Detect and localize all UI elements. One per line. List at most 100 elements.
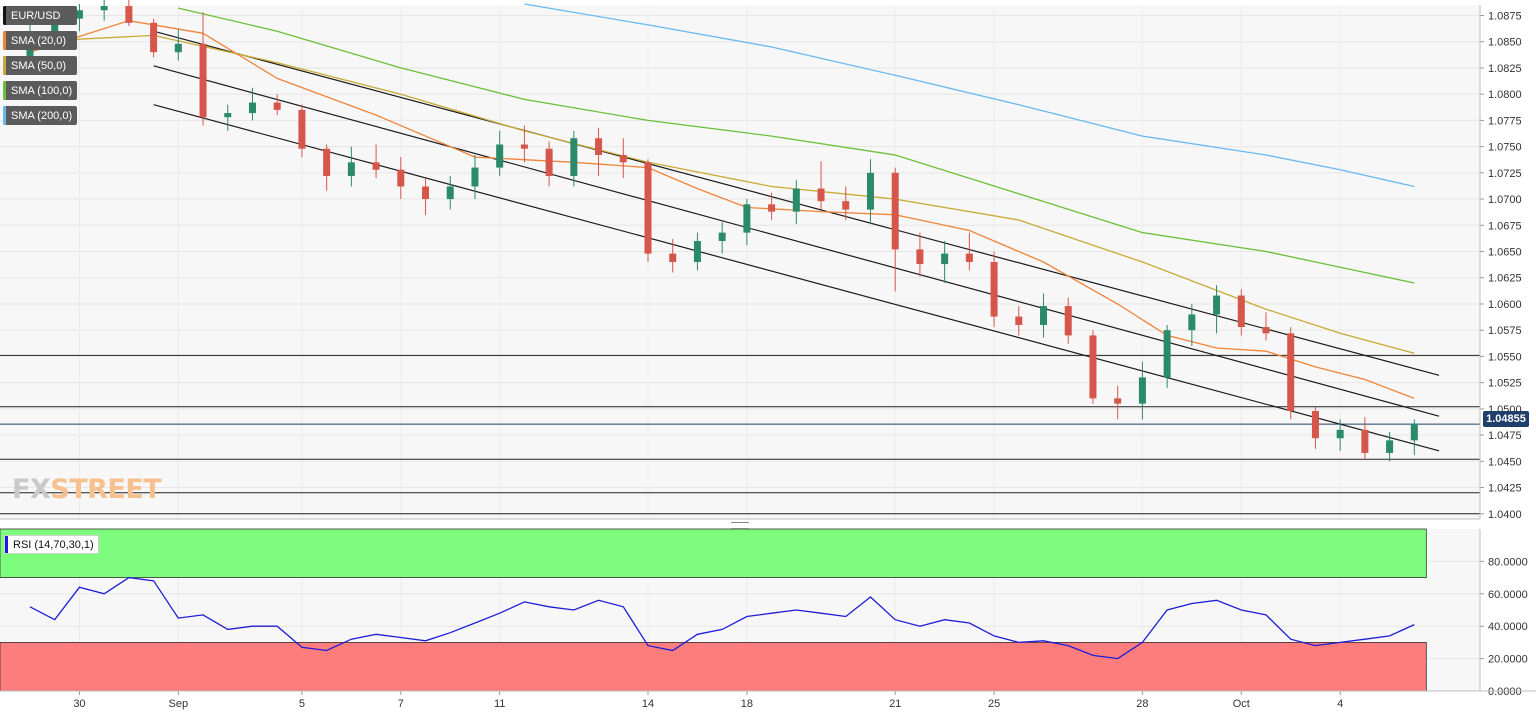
price-tick-label: 1.0525 [1488,378,1522,390]
candle-bearish [520,144,528,149]
price-tick-label: 1.0725 [1488,168,1522,180]
legend-swatch [3,31,6,50]
legend-swatch [3,56,6,75]
candle-bearish [422,186,430,200]
moving-averages [29,3,1415,400]
time-tick-label: 5 [299,698,305,710]
candle-bullish [792,188,800,212]
legend-label: EUR/USD [11,9,61,22]
price-tick-label: 1.0475 [1488,430,1522,442]
logo-street: STREET [50,474,162,505]
rsi-tick-label: 60.0000 [1488,589,1528,601]
last-price-tag: 1.04855 [1483,411,1529,427]
time-tick-label: Sep [169,698,189,710]
candle-bearish [1262,327,1270,334]
price-tick-label: 1.0875 [1488,10,1522,22]
candle-bearish [1064,306,1072,336]
candle-bearish [1311,410,1319,439]
time-tick-label: 4 [1337,698,1343,710]
time-tick-label: 30 [73,698,85,710]
candle-bearish [916,249,924,265]
candle-bullish [1386,440,1394,453]
candle-bullish [1410,423,1418,441]
candle-bearish [372,162,380,170]
legend-instrument[interactable]: EUR/USD [3,6,78,25]
candle-bearish [1237,295,1245,328]
price-tick-label: 1.0675 [1488,220,1522,232]
candle-bullish [174,43,182,53]
candle-bullish [743,204,751,233]
candle-bullish [718,232,726,242]
candle-bullish [1213,295,1221,315]
candle-bearish [1089,335,1097,399]
rsi-overbought-zone [0,528,1427,578]
candle-bearish [298,109,306,149]
rsi-legend-label: RSI (14,70,30,1) [13,538,94,551]
rsi-legend[interactable]: RSI (14,70,30,1) [4,535,99,554]
candle-bearish [595,138,603,156]
candle-bullish [1040,306,1048,325]
price-tick-label: 1.0825 [1488,63,1522,75]
candle-bullish [496,144,504,168]
legend-swatch [3,81,6,100]
legend-label: SMA (20,0) [11,34,67,47]
time-axis: 30 Sep 5 7 11 14 18 21 25 28 Oct 4 [73,691,1343,710]
candle-bullish [693,241,701,262]
trend-channel-line [153,104,1440,452]
candle-bullish [1336,429,1344,439]
sma-200-line [524,3,1415,188]
candle-bearish [545,148,553,176]
price-tick-label: 1.0550 [1488,351,1522,363]
indicator-legend: EUR/USD SMA (20,0) SMA (50,0) SMA (100,0… [3,6,78,125]
rsi-tick-label: 40.0000 [1488,621,1528,633]
legend-label: SMA (100,0) [11,84,73,97]
legend-sma-20[interactable]: SMA (20,0) [3,31,78,50]
time-tick-label: 25 [988,698,1000,710]
time-tick-label: 18 [741,698,753,710]
legend-label: SMA (50,0) [11,59,67,72]
candle-bearish [273,102,281,110]
price-tick-label: 1.0650 [1488,247,1522,259]
candle-bullish [471,167,479,187]
candle-bearish [1361,429,1369,453]
rsi-line [29,576,1415,660]
legend-sma-50[interactable]: SMA (50,0) [3,56,78,75]
price-tick-label: 1.0625 [1488,273,1522,285]
candle-bullish [1138,377,1146,404]
panel-resize-handle[interactable] [731,522,749,529]
candle-bullish [941,253,949,265]
candle-bearish [842,201,850,210]
sma-20-line [29,20,1415,400]
candle-bearish [1114,398,1122,404]
price-tick-label: 1.0600 [1488,299,1522,311]
logo-fx: FX [12,474,51,505]
candlesticks [26,0,1418,462]
candle-bearish [1287,333,1295,411]
legend-sma-200[interactable]: SMA (200,0) [3,106,78,125]
price-tick-label: 1.0425 [1488,483,1522,495]
trend-channel-line [153,65,1440,417]
time-tick-label: 21 [889,698,901,710]
sma-50-line [29,34,1415,354]
rsi-tick-label: 80.0000 [1488,556,1528,568]
rsi-axis: 80.0000 60.0000 40.0000 20.0000 0.0000 [1480,556,1528,698]
legend-sma-100[interactable]: SMA (100,0) [3,81,78,100]
candle-bearish [644,162,652,254]
candle-bearish [323,148,331,176]
price-tick-label: 1.0700 [1488,194,1522,206]
candle-bullish [100,6,108,11]
price-tick-label: 1.0850 [1488,37,1522,49]
candle-bearish [150,22,158,53]
legend-swatch [3,106,6,125]
candle-bearish [817,188,825,202]
time-tick-label: 7 [398,698,404,710]
horizontal-levels [0,354,1480,515]
candle-bullish [570,138,578,176]
fxstreet-logo: FXSTREET [12,474,162,505]
time-tick-label: 14 [642,698,654,710]
candle-bullish [248,102,256,114]
price-tick-label: 1.0400 [1488,509,1522,521]
candle-bearish [891,172,899,250]
price-tick-label: 1.0775 [1488,115,1522,127]
